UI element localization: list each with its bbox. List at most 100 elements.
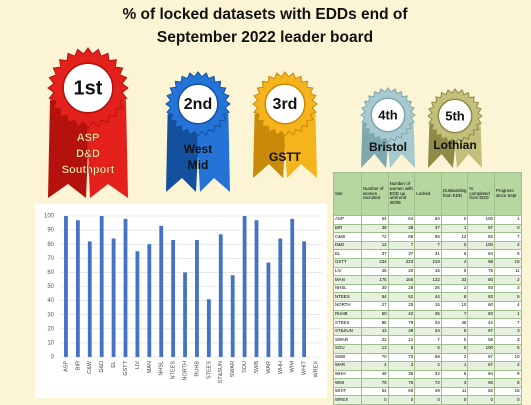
table-cell: NHSL xyxy=(334,284,362,293)
table-cell: 6 xyxy=(441,250,468,259)
y-tick-label: 80 xyxy=(47,242,54,248)
table-cell: 9 xyxy=(494,370,521,379)
table-cell: 12 xyxy=(388,336,415,345)
table-cell: 52 xyxy=(388,293,415,302)
table-cell: C&W xyxy=(334,233,362,242)
table-row: GSTT23422321949819 xyxy=(334,258,522,267)
table-cell: 37 xyxy=(362,250,389,259)
table-cell: 15 xyxy=(415,267,442,276)
table-cell: 10 xyxy=(441,301,468,310)
rosette-place: 1st xyxy=(74,77,103,99)
x-tick-label: D&D xyxy=(99,361,105,373)
table-cell: 5 xyxy=(494,344,521,353)
table-cell: 26 xyxy=(415,284,442,293)
rosette-place: 3rd xyxy=(273,96,298,113)
table-cell: ASP xyxy=(334,216,362,225)
table-cell: 97 xyxy=(468,353,495,362)
table-cell: 64 xyxy=(415,216,442,225)
x-tick-label: ASP xyxy=(63,361,69,372)
table-cell: 3 xyxy=(441,379,468,388)
rosette-label: GSTT xyxy=(269,150,302,164)
x-tick-label: SOU xyxy=(242,361,248,373)
table-cell: MAN xyxy=(334,276,362,285)
table-cell: 75 xyxy=(388,379,415,388)
x-tick-label: BIR xyxy=(75,361,81,370)
table-cell: 3 xyxy=(388,362,415,371)
table-cell: 11 xyxy=(441,387,468,396)
table-cell: 4 xyxy=(494,301,521,310)
table-cell: STEES xyxy=(334,319,362,328)
table-cell: 38 xyxy=(362,224,389,233)
table-cell: WREX xyxy=(334,396,362,405)
bar xyxy=(64,216,68,357)
header-cell: Outstanding from EDD xyxy=(441,173,468,216)
table-cell: 42 xyxy=(468,319,495,328)
table-cell: 25 xyxy=(388,301,415,310)
table-row: WIM7975723968 xyxy=(334,379,522,388)
table-cell: 5 xyxy=(388,344,415,353)
table-cell: 82 xyxy=(468,233,495,242)
table-cell: NORTH xyxy=(334,301,362,310)
table-cell: 83 xyxy=(468,293,495,302)
table-cell: 54 xyxy=(362,293,389,302)
table-cell: 15 xyxy=(415,301,442,310)
table-cell: 34 xyxy=(415,327,442,336)
table-cell: 5 xyxy=(441,336,468,345)
table-cell: 79 xyxy=(388,319,415,328)
rosette-label: Southport xyxy=(62,164,115,176)
table-cell: 100 xyxy=(468,344,495,353)
table-cell: 37 xyxy=(388,250,415,259)
table-row: RUHB5042357831 xyxy=(334,310,522,319)
table-cell: 97 xyxy=(468,224,495,233)
table-cell: 98 xyxy=(468,258,495,267)
header-cell: Number of women recruited xyxy=(362,173,389,216)
table-cell: 87 xyxy=(468,327,495,336)
table-cell: 44 xyxy=(415,293,442,302)
table-cell: 7 xyxy=(388,241,415,250)
table-cell: WHH xyxy=(334,370,362,379)
header-row: SiteNumber of women recruitedNumber of w… xyxy=(334,173,522,216)
table-cell: 33 xyxy=(441,276,468,285)
table-cell: 7 xyxy=(494,319,521,328)
table-cell: 12 xyxy=(441,233,468,242)
table-cell: 2 xyxy=(494,362,521,371)
bar xyxy=(302,241,306,357)
table-cell: 3 xyxy=(494,336,521,345)
bar xyxy=(88,241,92,357)
x-tick-label: WIM xyxy=(290,361,296,373)
table-cell: GSTT xyxy=(334,258,362,267)
table-cell: 2 xyxy=(441,353,468,362)
table-cell: 0 xyxy=(441,216,468,225)
rosette-label: Lothian xyxy=(433,138,476,152)
bar xyxy=(195,240,199,357)
table-cell: 0 xyxy=(494,396,521,405)
table-cell: 7 xyxy=(415,336,442,345)
y-tick-label: 40 xyxy=(47,298,54,304)
bar xyxy=(290,219,294,357)
bar xyxy=(171,240,175,357)
bar xyxy=(112,239,116,357)
rosette-label: ASP xyxy=(77,132,100,144)
table-cell: 64 xyxy=(362,387,389,396)
bar xyxy=(159,226,163,357)
table-cell: 0 xyxy=(441,396,468,405)
table-cell: 30 xyxy=(362,284,389,293)
table-cell: 7 xyxy=(494,233,521,242)
table-cell: 1 xyxy=(494,310,521,319)
bar xyxy=(147,244,151,357)
table-cell: 31 xyxy=(415,250,442,259)
x-tick-label: MAN xyxy=(147,361,153,373)
table-cell: RUHB xyxy=(334,310,362,319)
table-cell: 70 xyxy=(388,353,415,362)
x-tick-label: NTEES xyxy=(171,361,177,380)
table-cell: 3 xyxy=(494,327,521,336)
rosette-place: 2nd xyxy=(184,96,212,113)
table-row: WHIT646049118215 xyxy=(334,387,522,396)
table-row: ST&SUN4339345873 xyxy=(334,327,522,336)
table-cell: 5 xyxy=(415,344,442,353)
table-cell: 64 xyxy=(388,216,415,225)
table-cell: 0 xyxy=(362,396,389,405)
table-cell: 1 xyxy=(441,224,468,233)
